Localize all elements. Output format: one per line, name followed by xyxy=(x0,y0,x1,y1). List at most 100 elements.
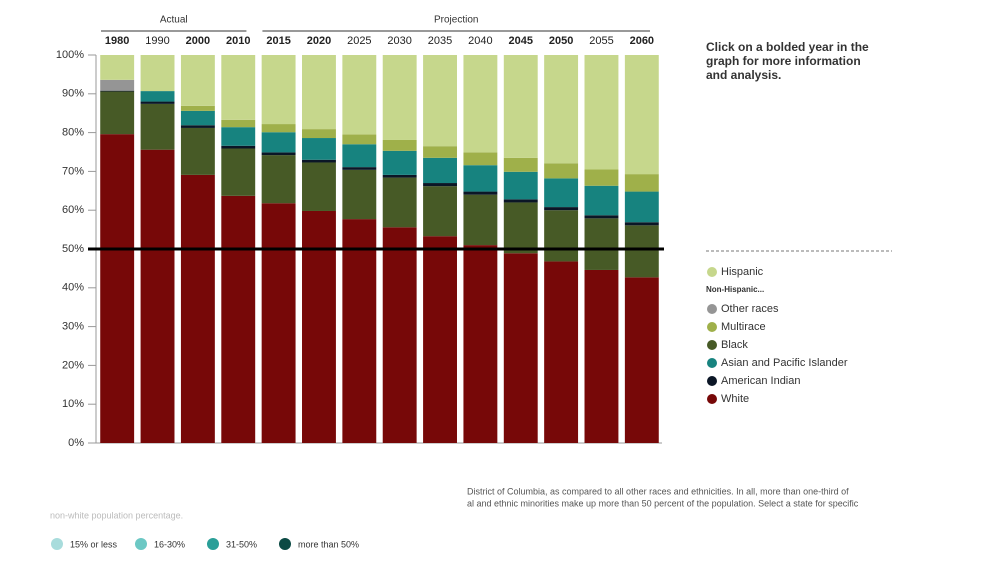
bar-segment[interactable] xyxy=(503,157,538,172)
map-legend-label: 16-30% xyxy=(154,539,185,549)
x-tick-label[interactable]: 2020 xyxy=(307,35,331,47)
footer-text: al and ethnic minorities make up more th… xyxy=(467,498,859,508)
group-label: Actual xyxy=(160,15,188,26)
x-tick-label: 2040 xyxy=(468,35,492,47)
y-tick-label: 10% xyxy=(62,398,84,410)
bar-segment xyxy=(423,236,457,443)
bar-segment[interactable] xyxy=(503,55,538,158)
bar-segment[interactable] xyxy=(221,55,256,120)
x-tick-label[interactable]: 2010 xyxy=(226,35,250,47)
bar-segment[interactable] xyxy=(261,55,296,125)
bar-segment[interactable] xyxy=(261,132,296,153)
bar-segment[interactable] xyxy=(503,253,538,443)
bar-segment xyxy=(382,150,417,175)
bar-segment xyxy=(382,55,417,140)
bar-segment[interactable] xyxy=(544,178,579,208)
y-tick-label: 30% xyxy=(62,321,84,333)
bar-segment xyxy=(463,55,498,153)
bar-segment[interactable] xyxy=(261,155,296,204)
bar-segment xyxy=(342,169,377,220)
bar-segment[interactable] xyxy=(302,162,336,211)
x-tick-label[interactable]: 2045 xyxy=(509,35,533,47)
bar-segment[interactable] xyxy=(100,55,135,80)
bar-segment[interactable] xyxy=(221,148,256,196)
x-tick-label[interactable]: 2060 xyxy=(630,35,654,47)
legend-swatch xyxy=(707,394,717,404)
bar-segment[interactable] xyxy=(544,55,579,164)
bar-segment[interactable] xyxy=(302,159,336,163)
y-tick-label: 60% xyxy=(62,204,84,216)
bar-segment xyxy=(423,186,457,237)
bar-segment[interactable] xyxy=(544,261,579,443)
bar-segment[interactable] xyxy=(503,202,538,254)
bar-segment xyxy=(584,269,619,443)
bar-segment[interactable] xyxy=(221,127,256,146)
bar-segment[interactable] xyxy=(180,105,215,111)
bar-segment[interactable] xyxy=(180,174,215,443)
x-tick-label: 2035 xyxy=(428,35,452,47)
bar-segment xyxy=(584,218,619,270)
bar-segment[interactable] xyxy=(503,171,538,200)
bar-segment[interactable] xyxy=(180,127,215,175)
legend-swatch xyxy=(707,376,717,386)
y-tick-label: 80% xyxy=(62,127,84,139)
y-tick-label: 100% xyxy=(56,49,84,61)
bar-segment xyxy=(463,191,498,195)
bar-segment[interactable] xyxy=(221,195,256,443)
bar-segment[interactable] xyxy=(180,55,215,106)
bar-segment[interactable] xyxy=(221,119,256,128)
bar-segment[interactable] xyxy=(624,174,659,192)
bar-segment[interactable] xyxy=(544,163,579,179)
group-label: Projection xyxy=(434,15,478,26)
map-legend-swatch xyxy=(135,538,147,550)
legend-swatch xyxy=(707,322,717,332)
legend-label: American Indian xyxy=(721,375,801,387)
bar-segment xyxy=(584,55,619,170)
legend-subheading: Non-Hispanic... xyxy=(706,285,764,294)
bar-segment[interactable] xyxy=(180,110,215,126)
bar-segment[interactable] xyxy=(100,79,135,91)
bar-segment[interactable] xyxy=(544,210,579,262)
y-tick-label: 50% xyxy=(62,243,84,255)
x-tick-label[interactable]: 2050 xyxy=(549,35,573,47)
map-legend-swatch xyxy=(207,538,219,550)
bar-segment[interactable] xyxy=(100,134,135,444)
bar-segment[interactable] xyxy=(261,203,296,443)
bar-segment[interactable] xyxy=(624,225,659,278)
bar-segment[interactable] xyxy=(261,124,296,133)
bar-segment[interactable] xyxy=(261,152,296,156)
bar-segment[interactable] xyxy=(624,277,659,443)
bar-segment[interactable] xyxy=(624,222,659,226)
bar-segment xyxy=(423,55,457,147)
bar-segment[interactable] xyxy=(544,207,579,211)
legend-label: Black xyxy=(721,339,748,351)
bar-segment[interactable] xyxy=(100,91,135,135)
bar-segment[interactable] xyxy=(302,138,336,160)
bar-segment[interactable] xyxy=(624,55,659,175)
bar-segment[interactable] xyxy=(503,199,538,203)
x-tick-label[interactable]: 1980 xyxy=(105,35,129,47)
bar-segment[interactable] xyxy=(624,191,659,223)
bar-segment xyxy=(382,174,417,178)
bar-segment[interactable] xyxy=(302,210,336,443)
bar-segment[interactable] xyxy=(221,145,256,149)
bar-segment xyxy=(382,139,417,151)
x-tick-label[interactable]: 2000 xyxy=(186,35,210,47)
bar-segment xyxy=(140,91,175,102)
bar-segment xyxy=(584,185,619,216)
x-tick-label[interactable]: 2015 xyxy=(266,35,290,47)
y-tick-label: 0% xyxy=(68,437,84,449)
bar-segment[interactable] xyxy=(100,90,135,92)
legend-swatch xyxy=(707,267,717,277)
legend-swatch xyxy=(707,304,717,314)
bar-segment xyxy=(463,194,498,246)
bar-segment[interactable] xyxy=(302,129,336,139)
bar-segment[interactable] xyxy=(302,55,336,130)
bar-segment xyxy=(140,55,175,92)
x-tick-label: 1990 xyxy=(145,35,169,47)
map-legend-swatch xyxy=(51,538,63,550)
bar-segment xyxy=(463,245,498,443)
bar-segment[interactable] xyxy=(180,125,215,128)
bar-segment xyxy=(584,215,619,219)
